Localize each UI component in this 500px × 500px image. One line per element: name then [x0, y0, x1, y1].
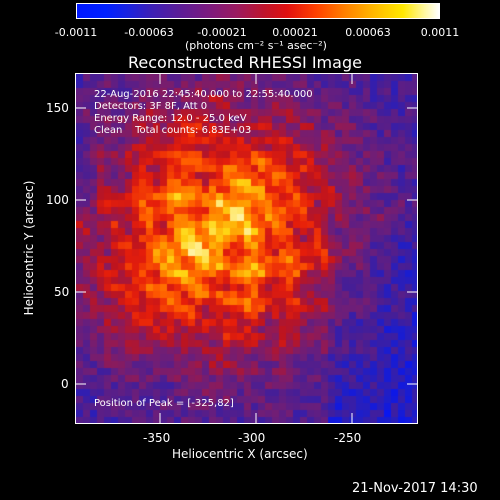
energy-range-text: Energy Range: 12.0 - 25.0 keV — [94, 113, 247, 124]
y-tick-label: 50 — [54, 285, 70, 299]
detectors-text: Detectors: 3F 8F, Att 0 — [94, 101, 208, 112]
rhessi-heatmap — [76, 74, 417, 423]
y-tick-label: 150 — [46, 101, 69, 115]
x-tick-label: -300 — [238, 431, 266, 445]
x-tick-label: -350 — [143, 431, 171, 445]
footer-timestamp: 21-Nov-2017 14:30 — [352, 481, 478, 496]
colorbar-unit-label: (photons cm⁻² s⁻¹ asec⁻²) — [185, 39, 327, 52]
clean-counts-text: Clean Total counts: 6.83E+03 — [94, 125, 252, 136]
y-tick-label: 0 — [61, 377, 69, 391]
x-tick-label: -250 — [334, 431, 362, 445]
y-axis-label: Heliocentric Y (arcsec) — [22, 180, 36, 316]
rhessi-image-frame: 22-Aug-2016 22:45:40.000 to 22:55:40.000… — [75, 73, 418, 424]
colorbar-tick: 0.00021 — [272, 26, 318, 39]
colorbar — [76, 3, 440, 19]
time-range-text: 22-Aug-2016 22:45:40.000 to 22:55:40.000 — [94, 89, 313, 100]
peak-position-text: Position of Peak = [-325,82] — [94, 398, 234, 409]
image-title: Reconstructed RHESSI Image — [128, 53, 362, 72]
colorbar-tick: -0.0011 — [54, 26, 98, 39]
x-axis-label: Heliocentric X (arcsec) — [172, 447, 308, 461]
y-tick-label: 100 — [46, 193, 69, 207]
colorbar-tick: 0.00063 — [345, 26, 391, 39]
colorbar-tick: 0.0011 — [420, 26, 460, 39]
colorbar-tick: -0.00063 — [124, 26, 174, 39]
colorbar-tick: -0.00021 — [197, 26, 247, 39]
